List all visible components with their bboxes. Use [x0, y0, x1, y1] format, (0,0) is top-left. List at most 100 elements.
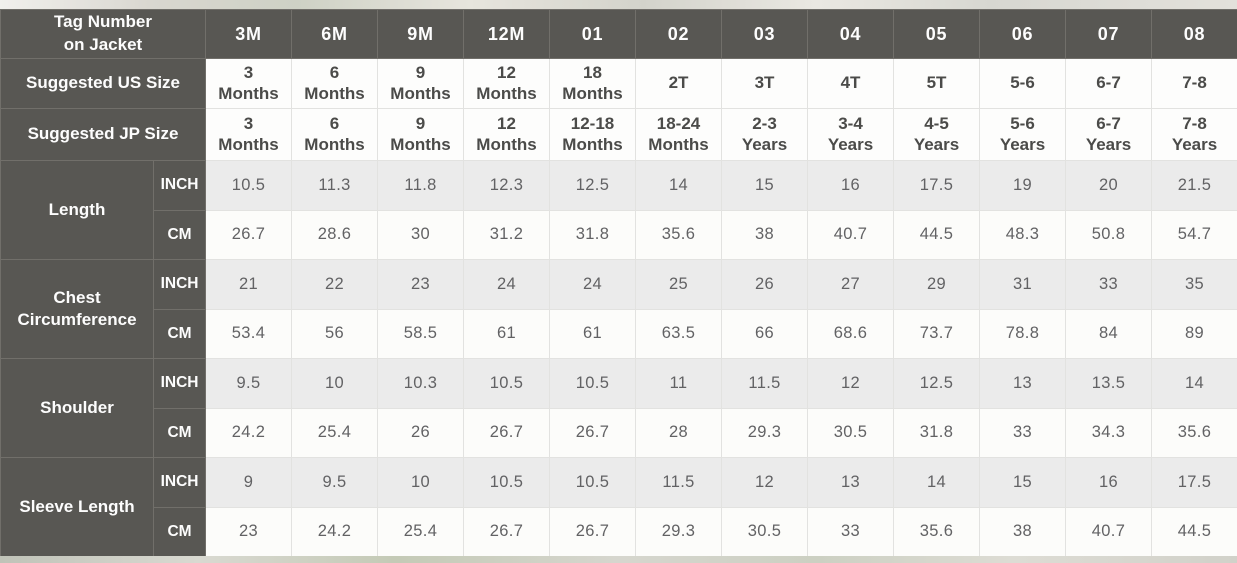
tag-number-header: 01 [549, 9, 637, 59]
tag-number-header: 3M [205, 9, 293, 59]
measurement-inch-cell: 10 [291, 358, 379, 409]
measurement-inch-cell: 14 [893, 457, 981, 508]
unit-label-inch: INCH [152, 259, 207, 310]
measurement-inch-cell: 14 [1151, 358, 1237, 409]
measurement-cm-cell: 66 [721, 308, 809, 359]
unit-label-cm: CM [152, 506, 207, 557]
unit-label-cm: CM [152, 407, 207, 458]
measurement-label: Shoulder [0, 358, 154, 458]
size-value-cell: 9 Months [377, 108, 465, 161]
size-value-cell: 12 Months [463, 108, 551, 161]
measurement-inch-row: Chest Circumference INCH 21 22 23 24 24 25 26 27 2… [0, 259, 1237, 359]
measurement-inch-cell: 24 [463, 259, 551, 310]
measurement-cm-cell: 24.2 [205, 407, 293, 458]
measurement-inch-cell: 21 [205, 259, 293, 310]
measurement-inch-row: Length INCH 10.5 11.3 11.8 12.3 12.5 14 15 16 17.5… [0, 160, 1237, 260]
measurement-cm-cell: 23 [205, 506, 293, 557]
size-value-cell: 9 Months [377, 58, 465, 109]
measurement-inch-cell: 10.5 [463, 358, 551, 409]
measurement-cm-cell: 61 [463, 308, 551, 359]
unit-label-cm: CM [152, 308, 207, 359]
header-row: Tag Number on Jacket 3M 6M 9M 12M 01 02 03 04 05 0… [0, 9, 1237, 59]
measurement-inch-cell: 27 [807, 259, 895, 310]
tag-number-header: 06 [979, 9, 1067, 59]
size-row-label: Suggested US Size [0, 58, 207, 109]
size-value-cell: 3 Months [205, 58, 293, 109]
measurement-cm-cell: 54.7 [1151, 209, 1237, 260]
size-value-cell: 5-6 Years [979, 108, 1067, 161]
measurement-cm-row: CM 26.7 28.6 30 31.2 31.8 35.6 38 40.7 44.5 48.3 50… [1, 209, 1237, 260]
size-value-cell: 5T [893, 58, 981, 109]
measurement-cm-cell: 35.6 [893, 506, 981, 557]
measurement-cm-cell: 28 [635, 407, 723, 458]
tag-number-header: 02 [635, 9, 723, 59]
measurement-label: Chest Circumference [0, 259, 154, 359]
measurement-cm-cell: 35.6 [635, 209, 723, 260]
measurement-inch-cell: 12.3 [463, 160, 551, 211]
measurement-cm-cell: 38 [979, 506, 1067, 557]
unit-label-cm: CM [152, 209, 207, 260]
measurement-cm-cell: 31.8 [549, 209, 637, 260]
measurement-cm-cell: 63.5 [635, 308, 723, 359]
measurement-inch-cell: 15 [721, 160, 809, 211]
measurement-label: Sleeve Length [0, 457, 154, 557]
measurement-inch-cell: 10.3 [377, 358, 465, 409]
measurement-cm-cell: 30.5 [807, 407, 895, 458]
measurement-cm-cell: 28.6 [291, 209, 379, 260]
measurement-cm-cell: 50.8 [1065, 209, 1153, 260]
measurement-cm-cell: 78.8 [979, 308, 1067, 359]
measurement-inch-cell: 9.5 [205, 358, 293, 409]
measurement-inch-cell: 10.5 [549, 457, 637, 508]
measurement-inch-cell: 10.5 [549, 358, 637, 409]
tag-number-header: 9M [377, 9, 465, 59]
measurement-cm-cell: 56 [291, 308, 379, 359]
tag-number-header: 04 [807, 9, 895, 59]
measurement-inch-cell: 31 [979, 259, 1067, 310]
size-value-cell: 12-18 Months [549, 108, 637, 161]
tag-number-header: 6M [291, 9, 379, 59]
size-value-cell: 2T [635, 58, 723, 109]
tag-number-header: 05 [893, 9, 981, 59]
measurement-inch-cell: 13 [979, 358, 1067, 409]
measurement-inch-cell: 12 [807, 358, 895, 409]
measurement-cm-cell: 38 [721, 209, 809, 260]
corner-header: Tag Number on Jacket [0, 9, 207, 59]
measurement-cm-cell: 68.6 [807, 308, 895, 359]
size-value-cell: 3T [721, 58, 809, 109]
measurement-cm-cell: 89 [1151, 308, 1237, 359]
measurement-inch-cell: 11 [635, 358, 723, 409]
size-value-cell: 12 Months [463, 58, 551, 109]
size-value-cell: 6-7 Years [1065, 108, 1153, 161]
measurement-cm-cell: 26.7 [463, 407, 551, 458]
measurement-inch-cell: 15 [979, 457, 1067, 508]
measurement-cm-cell: 35.6 [1151, 407, 1237, 458]
measurement-cm-cell: 31.2 [463, 209, 551, 260]
measurement-inch-cell: 17.5 [893, 160, 981, 211]
size-value-cell: 18 Months [549, 58, 637, 109]
tag-number-header: 03 [721, 9, 809, 59]
size-value-cell: 4T [807, 58, 895, 109]
measurement-cm-cell: 26.7 [205, 209, 293, 260]
measurement-cm-cell: 26.7 [549, 506, 637, 557]
measurement-inch-cell: 13 [807, 457, 895, 508]
measurement-cm-cell: 29.3 [635, 506, 723, 557]
measurement-inch-cell: 9.5 [291, 457, 379, 508]
suggested-jp-size-row: Suggested JP Size 3 Months 6 Months 9 Month… [0, 108, 1237, 161]
measurement-inch-cell: 21.5 [1151, 160, 1237, 211]
measurement-inch-cell: 12.5 [893, 358, 981, 409]
measurement-inch-cell: 10.5 [463, 457, 551, 508]
measurement-cm-cell: 26.7 [463, 506, 551, 557]
suggested-us-size-row: Suggested US Size 3 Months 6 Months 9 Month… [0, 58, 1237, 109]
measurement-inch-cell: 16 [807, 160, 895, 211]
measurement-cm-cell: 29.3 [721, 407, 809, 458]
size-row-label: Suggested JP Size [0, 108, 207, 161]
measurement-cm-cell: 33 [979, 407, 1067, 458]
tag-number-header: 12M [463, 9, 551, 59]
measurement-inch-cell: 12.5 [549, 160, 637, 211]
size-value-cell: 7-8 Years [1151, 108, 1237, 161]
measurement-inch-cell: 13.5 [1065, 358, 1153, 409]
measurement-inch-cell: 12 [721, 457, 809, 508]
measurement-cm-cell: 40.7 [1065, 506, 1153, 557]
measurement-inch-cell: 14 [635, 160, 723, 211]
measurement-inch-row: Sleeve Length INCH 9 9.5 10 10.5 10.5 11.5 12 13 1… [0, 457, 1237, 557]
